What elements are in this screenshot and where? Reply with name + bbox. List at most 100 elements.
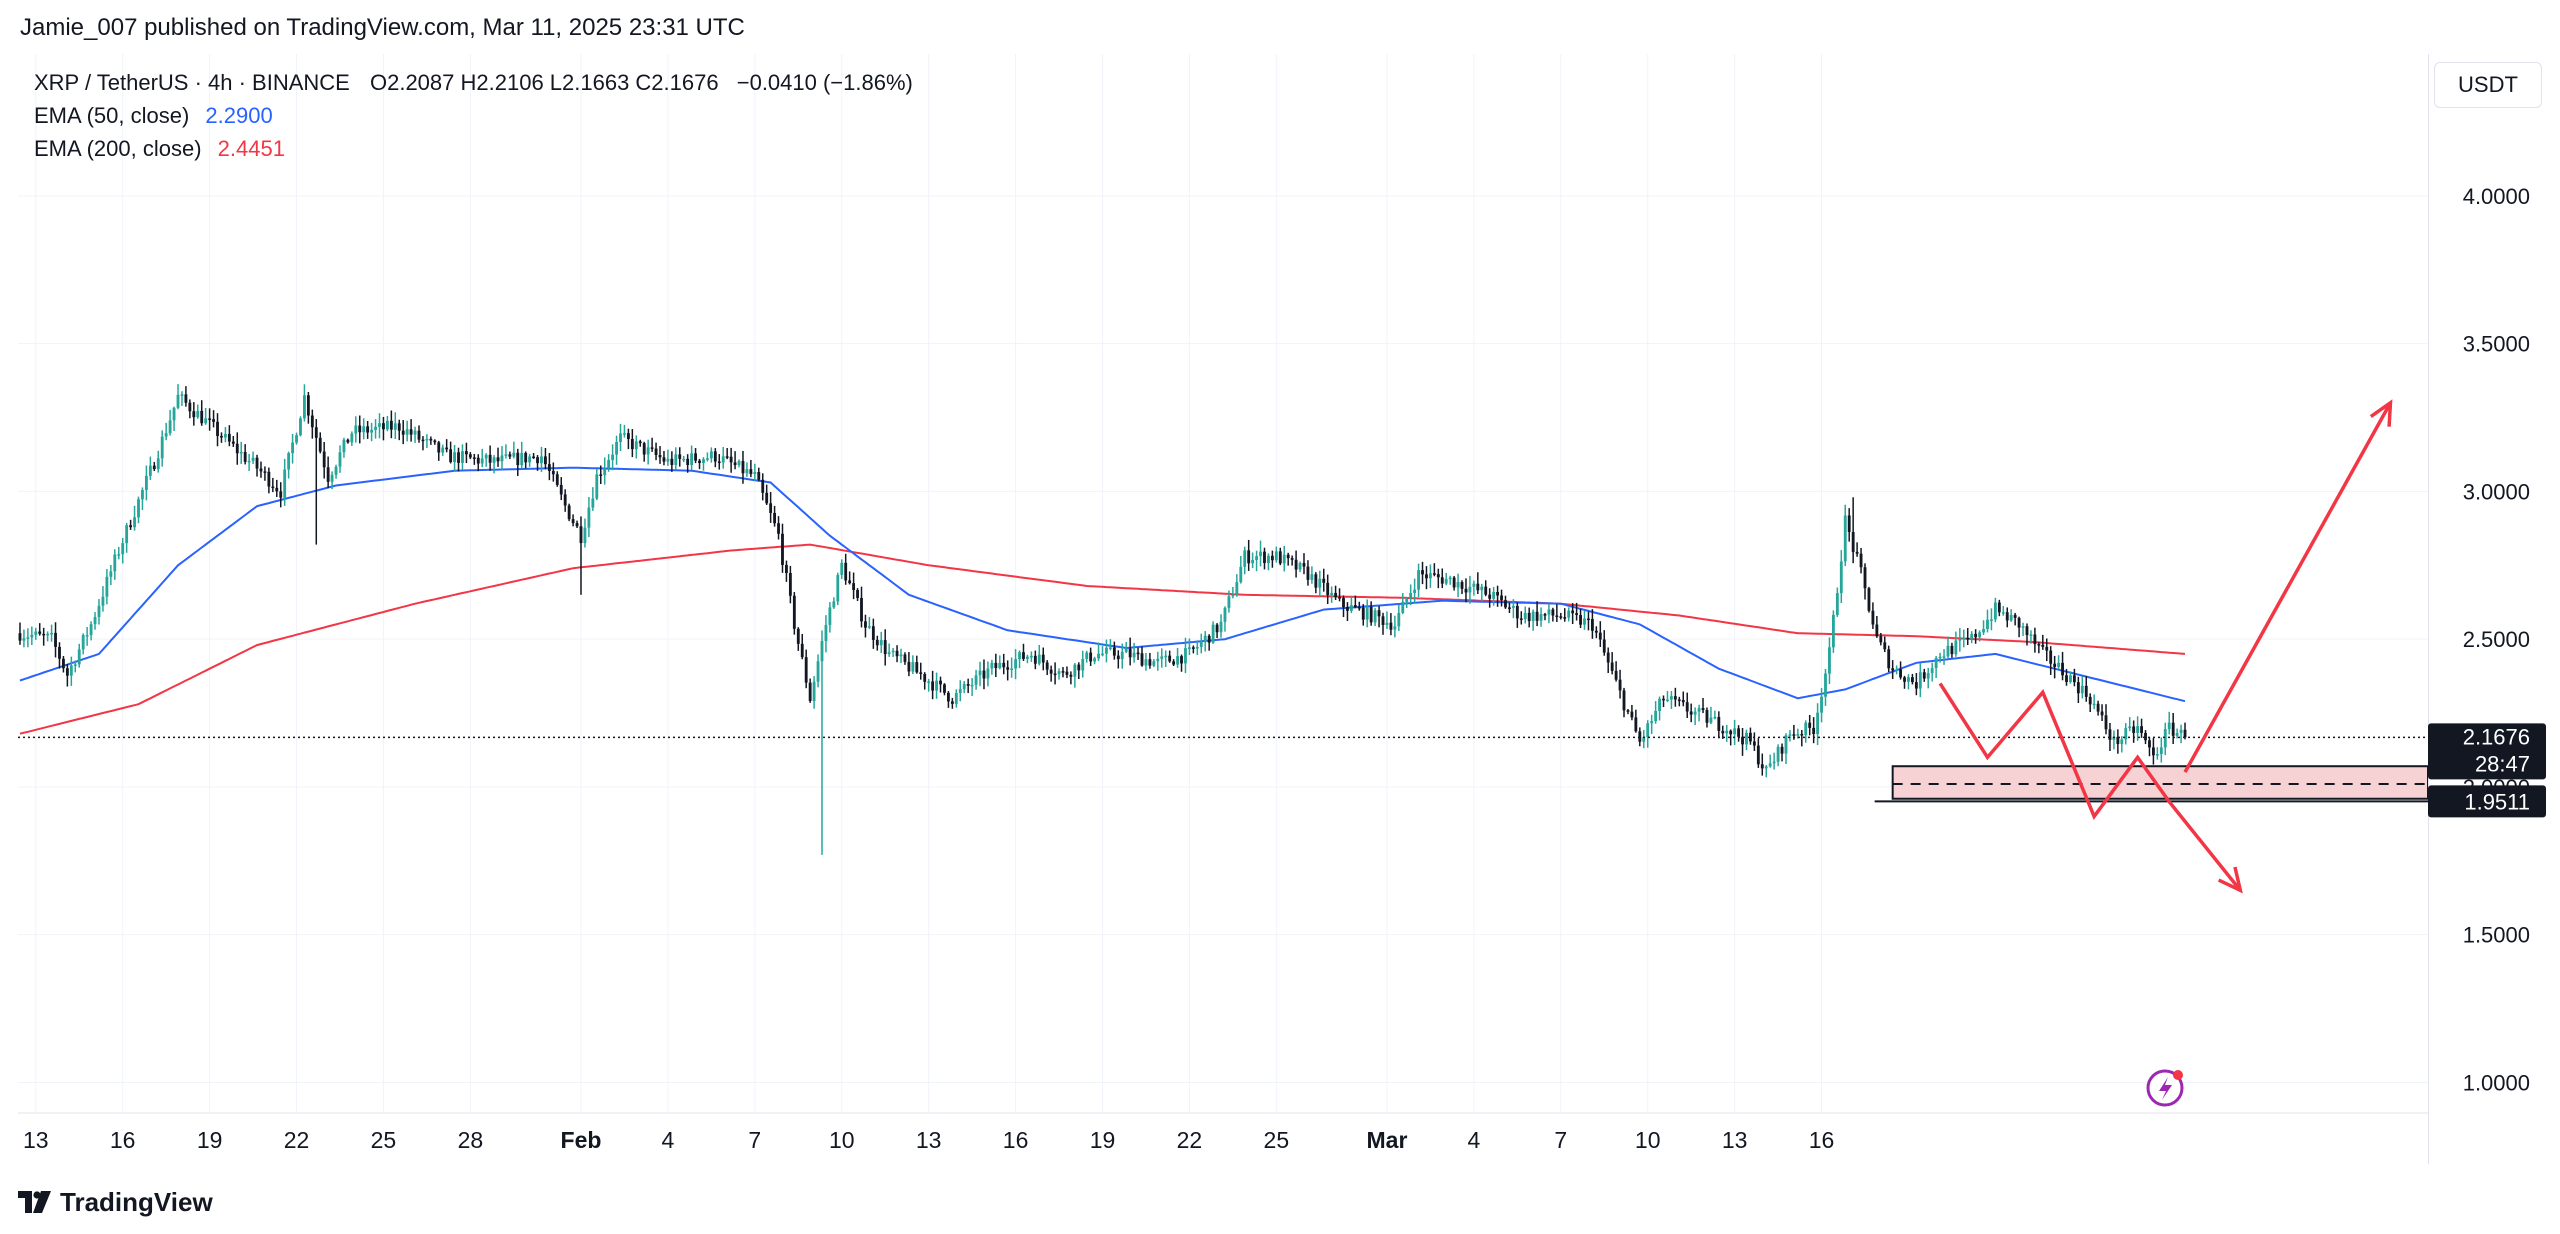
candle xyxy=(1776,744,1780,767)
candle xyxy=(1330,586,1334,603)
candle xyxy=(816,654,820,688)
candle-body xyxy=(1239,566,1243,583)
candle xyxy=(208,408,212,431)
candle-body xyxy=(2072,675,2076,683)
candle xyxy=(1523,606,1527,624)
candle xyxy=(358,415,362,444)
candle-body xyxy=(990,662,994,669)
candle xyxy=(1610,652,1614,675)
symbol-title[interactable]: XRP / TetherUS · 4h · BINANCE xyxy=(34,70,350,95)
candle-body xyxy=(1575,613,1579,616)
candle-body xyxy=(141,490,144,500)
candle xyxy=(2112,730,2116,750)
candle-body xyxy=(227,433,231,442)
price-change: −0.0410 (−1.86%) xyxy=(736,70,913,95)
candle-body xyxy=(2092,703,2096,706)
candle xyxy=(1938,652,1942,663)
candle-body xyxy=(532,456,536,459)
candle-body xyxy=(192,411,196,418)
candle-body xyxy=(2045,646,2049,651)
candle xyxy=(1966,628,1970,646)
candle-body xyxy=(306,395,310,416)
candle xyxy=(1006,660,1010,681)
candle xyxy=(2140,718,2143,738)
candle-body xyxy=(1555,615,1559,618)
candle xyxy=(670,451,674,472)
time-tick-label: 22 xyxy=(1177,1127,1203,1153)
candle xyxy=(1065,666,1069,679)
ema200-label[interactable]: EMA (200, close) xyxy=(34,136,202,161)
candle-body xyxy=(998,662,1002,669)
candle-body xyxy=(1488,594,1492,599)
candle xyxy=(1669,690,1673,709)
candle xyxy=(2037,642,2041,654)
candle-body xyxy=(994,662,998,669)
candle xyxy=(958,680,962,702)
candle xyxy=(1184,637,1187,674)
candle-body xyxy=(216,421,219,436)
candle-body xyxy=(346,439,350,443)
candle xyxy=(994,653,998,678)
candle xyxy=(1922,668,1926,682)
candle xyxy=(1685,692,1689,718)
candle xyxy=(1294,550,1298,578)
candle-body xyxy=(2069,675,2072,682)
candle xyxy=(54,622,57,658)
candle xyxy=(761,473,765,501)
candle xyxy=(1156,651,1160,671)
alert-icon[interactable] xyxy=(2146,1069,2184,1107)
candle xyxy=(1946,636,1950,658)
candle xyxy=(1124,641,1128,654)
candle-body xyxy=(26,637,30,639)
candle xyxy=(1677,696,1681,707)
candle xyxy=(85,626,89,646)
candle-body xyxy=(713,451,717,462)
candle xyxy=(1843,504,1847,567)
candle-body xyxy=(1112,647,1116,656)
candle-body xyxy=(89,624,93,636)
candle xyxy=(1002,653,1006,675)
candle-body xyxy=(484,454,488,459)
price-axis[interactable]: 4.00003.50003.00002.50002.00001.50001.00… xyxy=(2428,54,2546,1164)
candle xyxy=(1286,552,1290,566)
candle-body xyxy=(1290,558,1294,560)
ema50-label[interactable]: EMA (50, close) xyxy=(34,103,190,128)
candle xyxy=(401,420,405,445)
candle xyxy=(1112,641,1116,660)
candle xyxy=(1460,580,1464,595)
candle xyxy=(152,461,156,472)
candle-body xyxy=(599,474,603,476)
candle-body xyxy=(220,435,223,438)
candle xyxy=(180,391,184,406)
candle-body xyxy=(705,458,709,460)
candle-body xyxy=(1816,712,1820,734)
candle-body xyxy=(804,657,808,683)
tradingview-logo[interactable]: TradingView xyxy=(18,1184,213,1220)
candle-body xyxy=(113,554,117,572)
candle-body xyxy=(1195,646,1199,649)
candle xyxy=(891,647,895,657)
candle-body xyxy=(923,673,927,682)
candle xyxy=(1816,703,1820,745)
candle-body xyxy=(607,460,611,468)
candle xyxy=(1579,608,1582,629)
candle xyxy=(607,454,611,472)
candle-body xyxy=(105,576,109,597)
candle xyxy=(1709,706,1713,725)
chart-canvas[interactable]: 13 16 19 22 25 28 Feb 4 7 10 13 16 19 22 25 Mar 4 7 10 13 16 xyxy=(18,54,2428,1164)
time-tick-label: 13 xyxy=(1722,1127,1748,1153)
candle-body xyxy=(354,425,358,434)
candle-body xyxy=(330,474,334,482)
candle-body xyxy=(42,633,46,636)
candle xyxy=(1314,572,1318,594)
candle-body xyxy=(733,462,737,466)
candle xyxy=(867,616,871,629)
candle xyxy=(516,448,520,477)
candle xyxy=(275,479,279,497)
candle xyxy=(1207,634,1211,651)
ema200-value: 2.4451 xyxy=(217,136,285,161)
candle-body xyxy=(836,575,840,602)
candle-body xyxy=(1014,659,1018,669)
currency-button[interactable]: USDT xyxy=(2434,62,2542,108)
candle xyxy=(662,450,666,466)
